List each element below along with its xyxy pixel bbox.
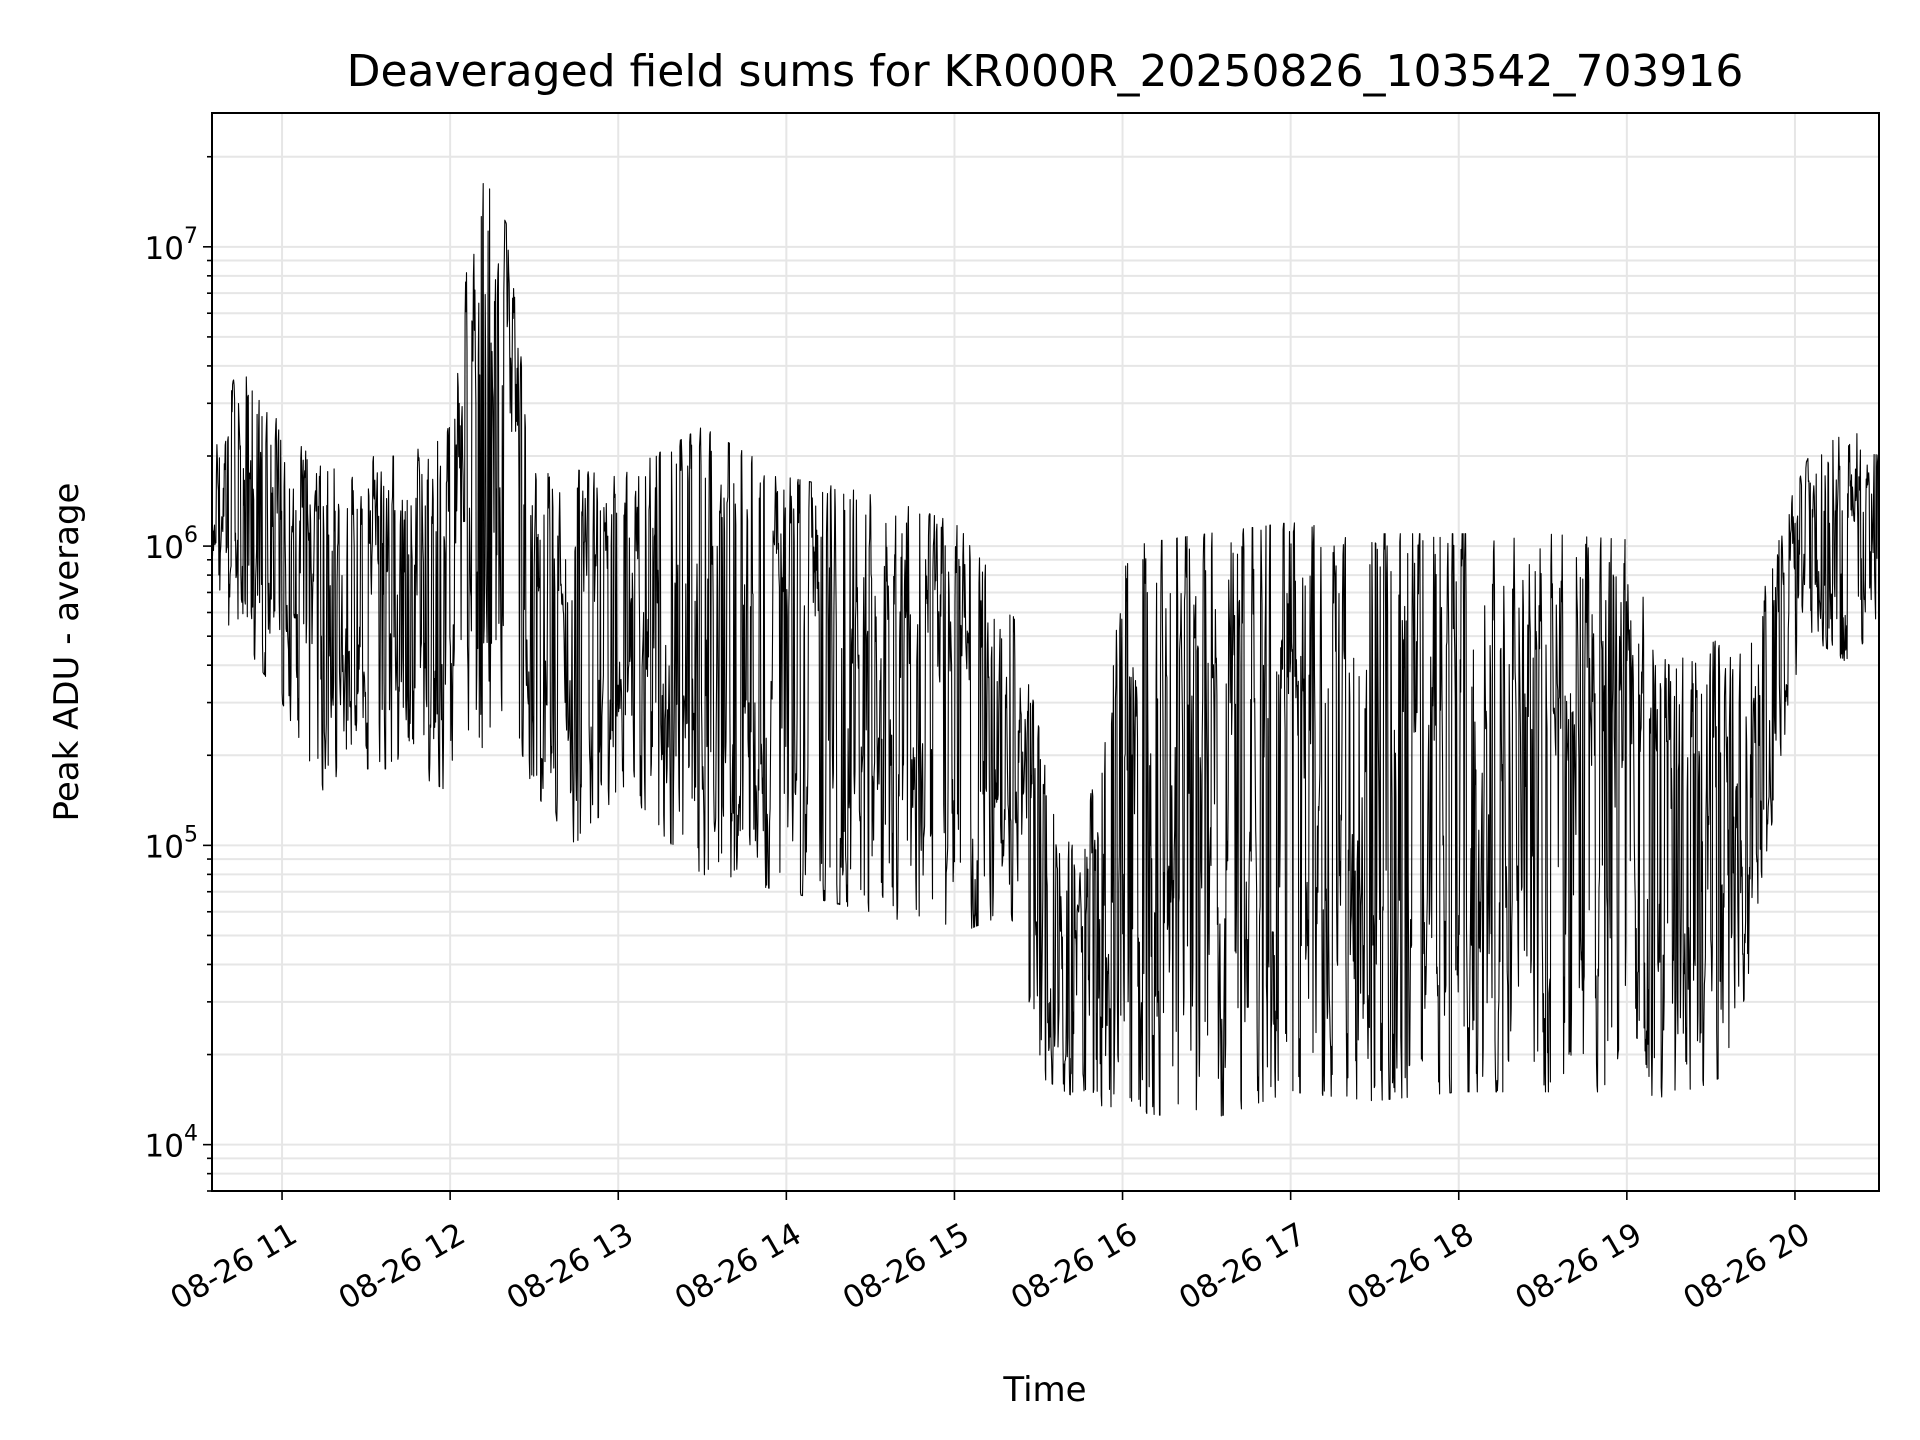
- chart-title: Deaveraged field sums for KR000R_2025082…: [347, 46, 1744, 97]
- y-tick-label: 105: [145, 822, 198, 865]
- y-tick-base: 10: [145, 1129, 184, 1165]
- data-series: [211, 183, 1880, 1117]
- y-tick-exponent: 5: [184, 822, 198, 847]
- series-line: [211, 183, 1880, 1117]
- plot-frame: [211, 112, 1880, 1192]
- y-tick-base: 10: [145, 530, 184, 566]
- y-tick-exponent: 7: [184, 224, 198, 249]
- x-axis-label: Time: [1002, 1370, 1086, 1410]
- y-tick-exponent: 6: [184, 523, 198, 548]
- y-tick-base: 10: [145, 231, 184, 267]
- y-tick-base: 10: [145, 829, 184, 865]
- y-tick-label: 106: [145, 523, 198, 566]
- y-tick-exponent: 4: [184, 1122, 198, 1147]
- y-tick-label: 107: [145, 224, 198, 267]
- y-tick-label: 104: [145, 1122, 198, 1165]
- y-axis-label: Peak ADU - average: [47, 483, 87, 822]
